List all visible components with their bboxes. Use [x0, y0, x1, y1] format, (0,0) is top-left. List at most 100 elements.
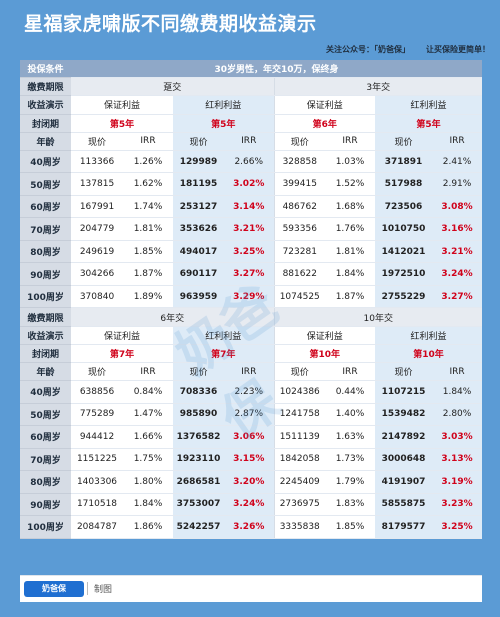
cash-value-cell: 2686581: [173, 470, 224, 494]
age-label: 年龄: [20, 362, 71, 382]
age-cell: 100周岁: [20, 515, 71, 539]
irr-cell: 3.08%: [432, 195, 483, 219]
irr-cell: 3.19%: [432, 470, 483, 494]
irr-header: IRR: [224, 362, 275, 382]
cash-value-cell: 2147892: [375, 425, 432, 449]
irr-cell: 3.27%: [432, 285, 483, 309]
closed-dividend: 第10年: [375, 344, 483, 364]
subtitle-line: 关注公众号：「奶爸保」 让买保险更简单！: [326, 44, 490, 55]
table-row: 50周岁 137815 1.62% 181195 3.02% 399415 1.52% 517…: [20, 172, 483, 196]
demo-label: 收益演示: [20, 326, 71, 345]
demo-row: 收益演示 保证利益 红利利益 保证利益 红利利益: [20, 95, 483, 115]
cash-value-cell: 2755229: [375, 285, 432, 309]
irr-cell: 1.83%: [325, 493, 375, 517]
footer-logo: 奶爸保: [24, 581, 84, 597]
pay-period-name: 3年交: [274, 77, 483, 97]
irr-cell: 3.06%: [224, 425, 275, 449]
dividend-header: 红利利益: [173, 326, 275, 345]
cash-value-header: 现价: [274, 362, 325, 382]
table-row: 80周岁 1403306 1.80% 2686581 3.20% 2245409 1.79%…: [20, 470, 483, 494]
cash-value-header: 现价: [71, 132, 123, 151]
pay-period-label: 缴费期限: [20, 77, 71, 97]
cash-value-cell: 167991: [71, 195, 123, 219]
cash-value-cell: 1241758: [274, 403, 325, 427]
age-label: 年龄: [20, 132, 71, 151]
cash-value-cell: 204779: [71, 217, 123, 241]
irr-cell: 1.79%: [325, 470, 375, 494]
age-header-row: 年龄 现价 IRR 现价 IRR 现价 IRR 现价 IRR: [20, 362, 483, 382]
cash-value-cell: 1010750: [375, 217, 432, 241]
cash-value-cell: 328858: [274, 150, 325, 174]
cash-value-cell: 1151225: [71, 448, 123, 472]
guaranteed-header: 保证利益: [71, 95, 173, 115]
dividend-header: 红利利益: [375, 95, 483, 115]
irr-header: IRR: [123, 132, 173, 151]
cash-value-header: 现价: [274, 132, 325, 151]
age-cell: 40周岁: [20, 380, 71, 404]
irr-cell: 1.84%: [123, 493, 173, 517]
irr-cell: 1.76%: [325, 217, 375, 241]
pay-period-name: 趸交: [71, 77, 275, 97]
irr-cell: 3.26%: [224, 515, 275, 539]
irr-cell: 3.24%: [224, 493, 275, 517]
irr-cell: 0.84%: [123, 380, 173, 404]
cash-value-cell: 8179577: [375, 515, 432, 539]
closed-period-row: 封闭期 第7年 第7年 第10年 第10年: [20, 344, 483, 364]
irr-cell: 1.26%: [123, 150, 173, 174]
cash-value-cell: 1107215: [375, 380, 432, 404]
table-row: 60周岁 944412 1.66% 1376582 3.06% 1511139 1.63% 2…: [20, 425, 483, 449]
closed-guaranteed: 第5年: [71, 114, 173, 133]
table-row: 50周岁 775289 1.47% 985890 2.87% 1241758 1.40% 15…: [20, 403, 483, 427]
cash-value-cell: 113366: [71, 150, 123, 174]
table-row: 40周岁 638856 0.84% 708336 2.23% 1024386 0.44% 11…: [20, 380, 483, 404]
irr-header: IRR: [432, 362, 483, 382]
irr-cell: 3.27%: [224, 262, 275, 286]
irr-cell: 2.23%: [224, 380, 275, 404]
age-cell: 70周岁: [20, 448, 71, 472]
age-cell: 100周岁: [20, 285, 71, 309]
cash-value-cell: 690117: [173, 262, 224, 286]
irr-cell: 2.80%: [432, 403, 483, 427]
irr-cell: 2.66%: [224, 150, 275, 174]
age-cell: 50周岁: [20, 403, 71, 427]
irr-cell: 3.16%: [432, 217, 483, 241]
irr-cell: 3.25%: [432, 515, 483, 539]
cash-value-cell: 1710518: [71, 493, 123, 517]
closed-dividend: 第7年: [173, 344, 275, 364]
cash-value-cell: 494017: [173, 240, 224, 264]
irr-cell: 3.02%: [224, 172, 275, 196]
cash-value-cell: 249619: [71, 240, 123, 264]
closed-period-row: 封闭期 第5年 第5年 第6年 第5年: [20, 114, 483, 133]
cash-value-cell: 775289: [71, 403, 123, 427]
pay-period-name: 10年交: [274, 307, 483, 327]
irr-cell: 1.68%: [325, 195, 375, 219]
cash-value-cell: 1923110: [173, 448, 224, 472]
cash-value-cell: 5855875: [375, 493, 432, 517]
cash-value-cell: 517988: [375, 172, 432, 196]
table-row: 100周岁 2084787 1.86% 5242257 3.26% 3335838 1.85…: [20, 515, 483, 539]
footer-text: 制图: [94, 585, 113, 595]
cash-value-cell: 5242257: [173, 515, 224, 539]
irr-cell: 3.15%: [224, 448, 275, 472]
irr-cell: 1.40%: [325, 403, 375, 427]
irr-cell: 1.75%: [123, 448, 173, 472]
guaranteed-header: 保证利益: [274, 95, 375, 115]
cash-value-header: 现价: [375, 362, 432, 382]
irr-cell: 2.87%: [224, 403, 275, 427]
pay-period-name: 6年交: [71, 307, 275, 327]
cash-value-cell: 304266: [71, 262, 123, 286]
age-cell: 70周岁: [20, 217, 71, 241]
cash-value-cell: 1412021: [375, 240, 432, 264]
irr-cell: 3.13%: [432, 448, 483, 472]
irr-cell: 1.87%: [123, 262, 173, 286]
age-cell: 80周岁: [20, 240, 71, 264]
closed-label: 封闭期: [20, 344, 71, 364]
irr-cell: 3.21%: [432, 240, 483, 264]
table-row: 90周岁 304266 1.87% 690117 3.27% 881622 1.84% 197…: [20, 262, 483, 286]
cash-value-cell: 370840: [71, 285, 123, 309]
age-cell: 40周岁: [20, 150, 71, 174]
irr-header: IRR: [432, 132, 483, 151]
cash-value-cell: 1024386: [274, 380, 325, 404]
irr-cell: 1.66%: [123, 425, 173, 449]
cash-value-cell: 3000648: [375, 448, 432, 472]
